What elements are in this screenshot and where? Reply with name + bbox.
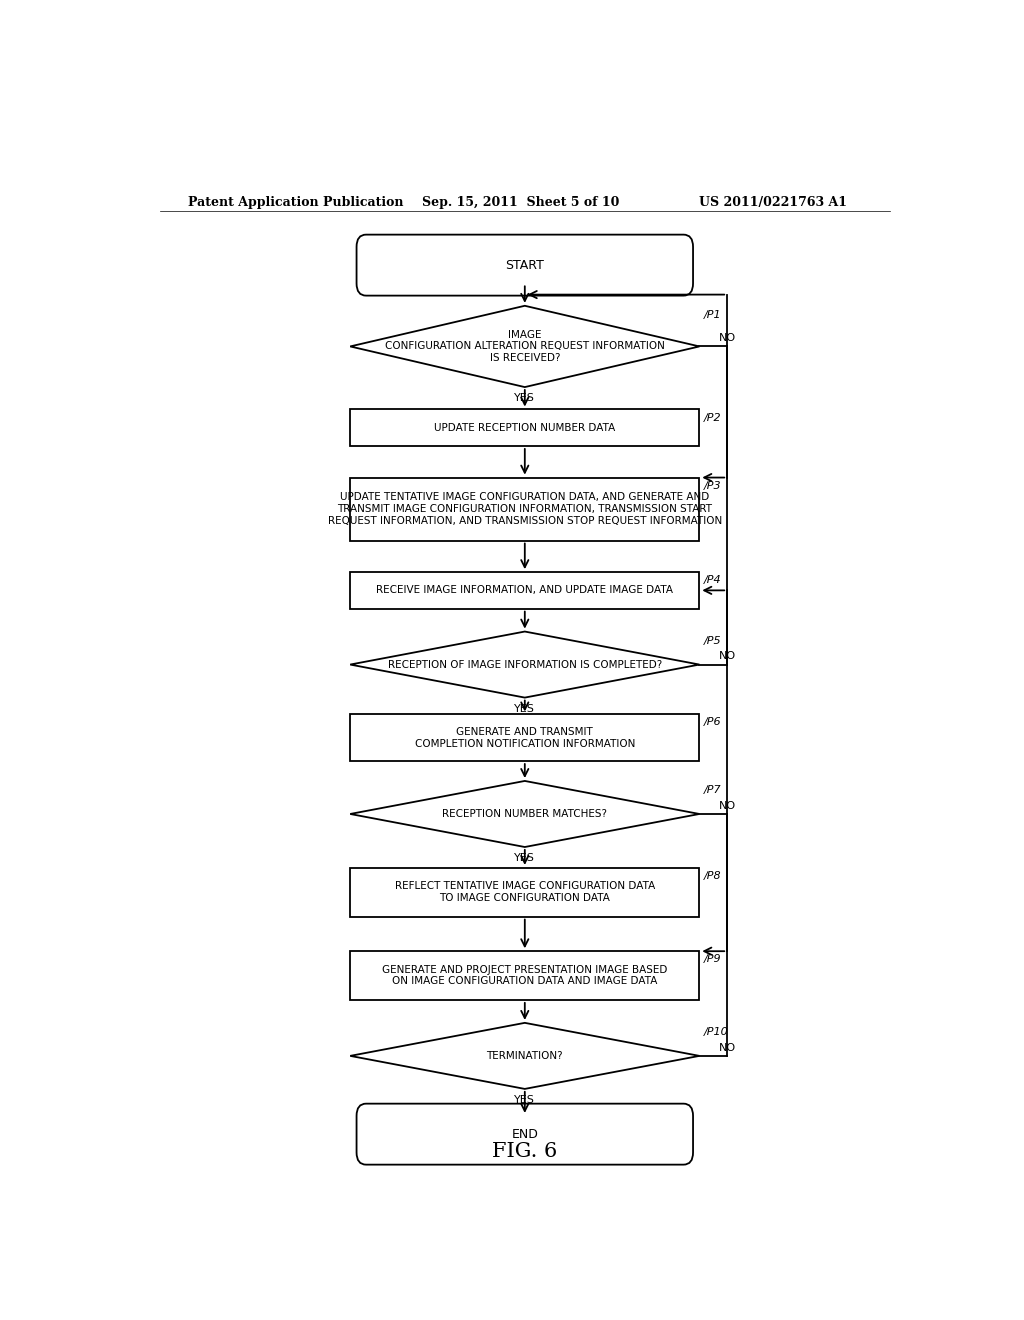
Text: RECEPTION OF IMAGE INFORMATION IS COMPLETED?: RECEPTION OF IMAGE INFORMATION IS COMPLE… [388, 660, 662, 669]
Text: /P3: /P3 [703, 480, 721, 491]
Text: END: END [511, 1127, 539, 1140]
Text: REFLECT TENTATIVE IMAGE CONFIGURATION DATA
TO IMAGE CONFIGURATION DATA: REFLECT TENTATIVE IMAGE CONFIGURATION DA… [394, 882, 655, 903]
Bar [350, 952, 699, 1001]
Text: GENERATE AND TRANSMIT
COMPLETION NOTIFICATION INFORMATION: GENERATE AND TRANSMIT COMPLETION NOTIFIC… [415, 727, 635, 748]
Polygon shape [350, 781, 699, 847]
Text: YES: YES [514, 853, 536, 863]
Text: /P7: /P7 [703, 785, 721, 795]
Text: /P2: /P2 [703, 412, 721, 422]
Text: YES: YES [514, 393, 536, 403]
Text: NO: NO [719, 652, 736, 661]
Bar [350, 714, 699, 762]
Text: /P6: /P6 [703, 718, 721, 727]
Text: /P9: /P9 [703, 954, 721, 964]
Polygon shape [350, 1023, 699, 1089]
Text: NO: NO [719, 801, 736, 810]
Text: /P10: /P10 [703, 1027, 728, 1038]
Text: NO: NO [719, 1043, 736, 1053]
Text: FIG. 6: FIG. 6 [493, 1142, 557, 1160]
Bar [350, 478, 699, 541]
Text: RECEIVE IMAGE INFORMATION, AND UPDATE IMAGE DATA: RECEIVE IMAGE INFORMATION, AND UPDATE IM… [376, 585, 674, 595]
Bar [350, 867, 699, 916]
Text: Patent Application Publication: Patent Application Publication [187, 195, 403, 209]
FancyBboxPatch shape [356, 235, 693, 296]
Bar [350, 572, 699, 609]
Text: NO: NO [719, 334, 736, 343]
Text: US 2011/0221763 A1: US 2011/0221763 A1 [699, 195, 848, 209]
Text: IMAGE
CONFIGURATION ALTERATION REQUEST INFORMATION
IS RECEIVED?: IMAGE CONFIGURATION ALTERATION REQUEST I… [385, 330, 665, 363]
Text: UPDATE TENTATIVE IMAGE CONFIGURATION DATA, AND GENERATE AND
TRANSMIT IMAGE CONFI: UPDATE TENTATIVE IMAGE CONFIGURATION DAT… [328, 492, 722, 525]
Text: START: START [506, 259, 544, 272]
Text: /P8: /P8 [703, 871, 721, 880]
Text: YES: YES [514, 1096, 536, 1105]
Text: RECEPTION NUMBER MATCHES?: RECEPTION NUMBER MATCHES? [442, 809, 607, 818]
Text: GENERATE AND PROJECT PRESENTATION IMAGE BASED
ON IMAGE CONFIGURATION DATA AND IM: GENERATE AND PROJECT PRESENTATION IMAGE … [382, 965, 668, 986]
Bar [350, 409, 699, 446]
Text: /P5: /P5 [703, 636, 721, 645]
FancyBboxPatch shape [356, 1104, 693, 1164]
Text: Sep. 15, 2011  Sheet 5 of 10: Sep. 15, 2011 Sheet 5 of 10 [422, 195, 618, 209]
Text: /P4: /P4 [703, 576, 721, 585]
Text: TERMINATION?: TERMINATION? [486, 1051, 563, 1061]
Polygon shape [350, 631, 699, 697]
Text: /P1: /P1 [703, 310, 721, 319]
Polygon shape [350, 306, 699, 387]
Text: UPDATE RECEPTION NUMBER DATA: UPDATE RECEPTION NUMBER DATA [434, 422, 615, 433]
Text: YES: YES [514, 704, 536, 714]
